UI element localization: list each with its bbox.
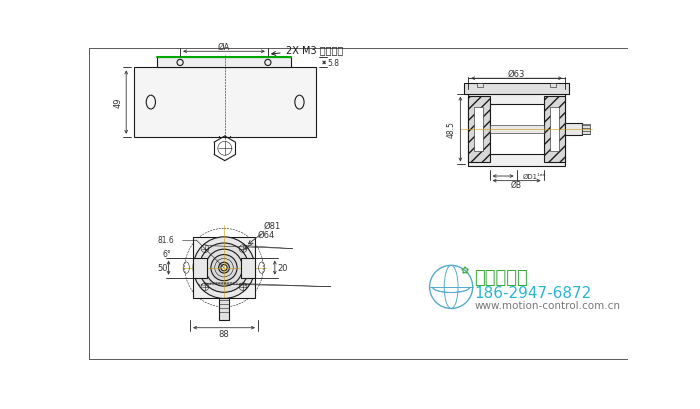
Bar <box>475 108 484 151</box>
Bar <box>565 124 582 136</box>
Bar <box>550 84 556 88</box>
Bar <box>218 299 230 320</box>
Bar <box>241 258 255 278</box>
Text: 50: 50 <box>158 263 168 272</box>
Bar <box>193 258 207 278</box>
Bar <box>490 126 544 134</box>
Bar <box>464 84 569 94</box>
Bar <box>490 104 544 155</box>
Bar <box>544 97 565 163</box>
Text: 5.8: 5.8 <box>328 59 340 68</box>
Circle shape <box>221 265 227 271</box>
Circle shape <box>218 263 230 273</box>
Text: Ø64: Ø64 <box>245 230 275 249</box>
Bar <box>468 93 565 166</box>
Text: ØD1¹ᵃⁿ: ØD1¹ᵃⁿ <box>523 173 546 180</box>
Polygon shape <box>490 137 544 163</box>
Text: ØB: ØB <box>511 180 522 189</box>
Text: Ø63: Ø63 <box>508 70 525 79</box>
Text: www.motion-control.com.cn: www.motion-control.com.cn <box>475 300 620 310</box>
Bar <box>134 68 316 137</box>
Text: 186-2947-6872: 186-2947-6872 <box>475 285 592 300</box>
Circle shape <box>211 255 237 281</box>
Bar <box>550 108 559 151</box>
Text: 西安德伍拓: 西安德伍拓 <box>475 268 528 286</box>
Bar <box>193 237 255 299</box>
Text: ØA: ØA <box>218 43 230 52</box>
Text: 48.5: 48.5 <box>447 121 456 138</box>
Text: 2X M3 固定螺钉: 2X M3 固定螺钉 <box>272 45 343 56</box>
Text: 88: 88 <box>218 330 230 339</box>
Text: ✿: ✿ <box>461 265 469 275</box>
Text: 20: 20 <box>277 263 288 272</box>
Bar <box>468 97 490 163</box>
Bar <box>582 125 590 134</box>
Circle shape <box>199 243 248 292</box>
Text: 6°: 6° <box>163 249 172 258</box>
Text: 81.6: 81.6 <box>158 236 175 245</box>
Bar <box>477 84 484 88</box>
Text: 49: 49 <box>114 98 123 108</box>
Bar <box>157 58 291 68</box>
Text: Ø81: Ø81 <box>248 221 281 244</box>
Circle shape <box>193 237 255 299</box>
